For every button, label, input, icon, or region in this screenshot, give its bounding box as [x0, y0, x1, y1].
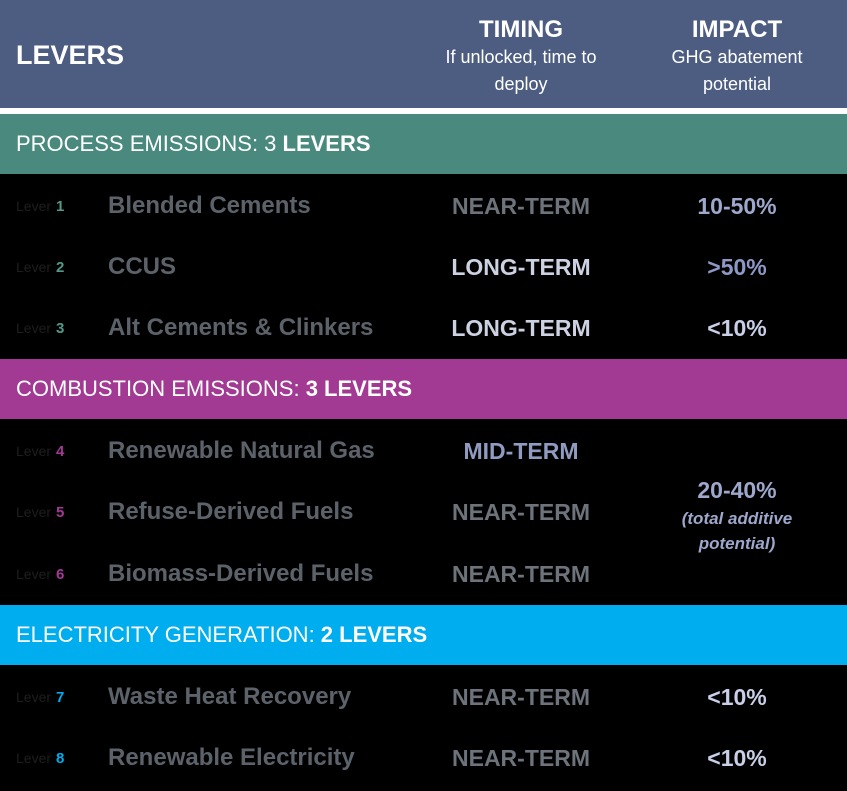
lever-word: Lever	[16, 320, 52, 336]
lever-row: Lever 7 Waste Heat Recovery NEAR-TERM <10…	[0, 667, 847, 727]
timing-column-header: TIMING If unlocked, time to deploy	[421, 16, 621, 98]
section-electricity-generation: ELECTRICITY GENERATION: 2 LEVERS	[0, 605, 847, 665]
lever-row: Lever 3 Alt Cements & Clinkers LONG-TERM …	[0, 298, 847, 358]
timing-subtitle-line1: If unlocked, time to	[445, 47, 597, 67]
lever-timing: NEAR-TERM	[452, 499, 590, 525]
lever-row: Lever 5 Refuse-Derived Fuels NEAR-TERM	[0, 482, 847, 542]
lever-word: Lever	[16, 504, 52, 520]
lever-number: 3	[56, 320, 65, 337]
lever-name: Waste Heat Recovery	[108, 683, 352, 710]
impact-column-header: IMPACT GHG abatement potential	[637, 16, 837, 98]
lever-tag: Lever 3	[16, 298, 64, 359]
lever-number: 2	[56, 259, 65, 276]
lever-row: Lever 1 Blended Cements NEAR-TERM 10-50%	[0, 176, 847, 236]
lever-name: Renewable Electricity	[108, 744, 355, 771]
lever-word: Lever	[16, 750, 52, 766]
lever-word: Lever	[16, 443, 52, 459]
lever-name: Refuse-Derived Fuels	[108, 498, 354, 525]
lever-number: 8	[56, 750, 65, 767]
lever-word: Lever	[16, 259, 52, 275]
lever-number: 4	[56, 443, 65, 460]
lever-timing: NEAR-TERM	[452, 745, 590, 771]
lever-tag: Lever 8	[16, 728, 64, 789]
levers-heading: LEVERS	[16, 40, 125, 70]
lever-name: Blended Cements	[108, 192, 311, 219]
combustion-impact-note-line2: potential)	[698, 534, 776, 553]
lever-number: 7	[56, 689, 65, 706]
lever-impact: <10%	[707, 745, 767, 771]
lever-tag: Lever 1	[16, 176, 64, 237]
lever-number: 5	[56, 504, 65, 521]
timing-subtitle-line2: deploy	[494, 74, 548, 94]
header-divider	[0, 108, 847, 114]
section-label-bold: 3 LEVERS	[305, 376, 413, 401]
impact-subtitle-line2: potential	[702, 74, 772, 94]
lever-row: Lever 6 Biomass-Derived Fuels NEAR-TERM	[0, 544, 847, 604]
lever-number: 6	[56, 566, 65, 583]
combustion-impact: 20-40% (total additive potential)	[637, 474, 837, 556]
lever-timing: LONG-TERM	[451, 254, 591, 280]
impact-title: IMPACT	[691, 16, 783, 43]
lever-timing: NEAR-TERM	[452, 684, 590, 710]
section-combustion-emissions: COMBUSTION EMISSIONS: 3 LEVERS	[0, 359, 847, 419]
lever-impact: <10%	[707, 315, 767, 341]
section-process-emissions: PROCESS EMISSIONS: 3 LEVERS	[0, 114, 847, 174]
lever-timing: NEAR-TERM	[452, 561, 590, 587]
table-header: LEVERS TIMING If unlocked, time to deplo…	[0, 0, 847, 108]
lever-timing: NEAR-TERM	[452, 193, 590, 219]
lever-name: Renewable Natural Gas	[108, 437, 375, 464]
lever-timing: MID-TERM	[463, 438, 579, 464]
lever-word: Lever	[16, 566, 52, 582]
lever-name: Alt Cements & Clinkers	[108, 314, 374, 341]
lever-word: Lever	[16, 689, 52, 705]
lever-tag: Lever 5	[16, 482, 64, 543]
lever-row: Lever 4 Renewable Natural Gas MID-TERM	[0, 421, 847, 481]
timing-title: TIMING	[479, 16, 563, 43]
section-label-bold: LEVERS	[282, 131, 371, 156]
lever-tag: Lever 2	[16, 237, 64, 298]
section-label: PROCESS EMISSIONS: 3	[16, 131, 283, 156]
lever-tag: Lever 7	[16, 667, 64, 728]
lever-tag: Lever 6	[16, 544, 64, 605]
lever-word: Lever	[16, 198, 52, 214]
lever-impact: <10%	[707, 684, 767, 710]
lever-number: 1	[56, 198, 65, 215]
impact-subtitle-line1: GHG abatement	[671, 47, 803, 67]
combustion-impact-value: 20-40%	[697, 477, 777, 503]
lever-impact: 10-50%	[697, 193, 777, 219]
section-label: COMBUSTION EMISSIONS:	[16, 376, 306, 401]
lever-tag: Lever 4	[16, 421, 64, 482]
combustion-impact-note-line1: (total additive	[681, 509, 793, 528]
lever-row: Lever 2 CCUS LONG-TERM >50%	[0, 237, 847, 297]
lever-timing: LONG-TERM	[451, 315, 591, 341]
lever-name: CCUS	[108, 253, 177, 280]
lever-impact: >50%	[707, 254, 767, 280]
section-label-bold: 2 LEVERS	[320, 622, 428, 647]
lever-name: Biomass-Derived Fuels	[108, 560, 374, 587]
lever-row: Lever 8 Renewable Electricity NEAR-TERM <…	[0, 728, 847, 788]
section-label: ELECTRICITY GENERATION:	[16, 622, 321, 647]
